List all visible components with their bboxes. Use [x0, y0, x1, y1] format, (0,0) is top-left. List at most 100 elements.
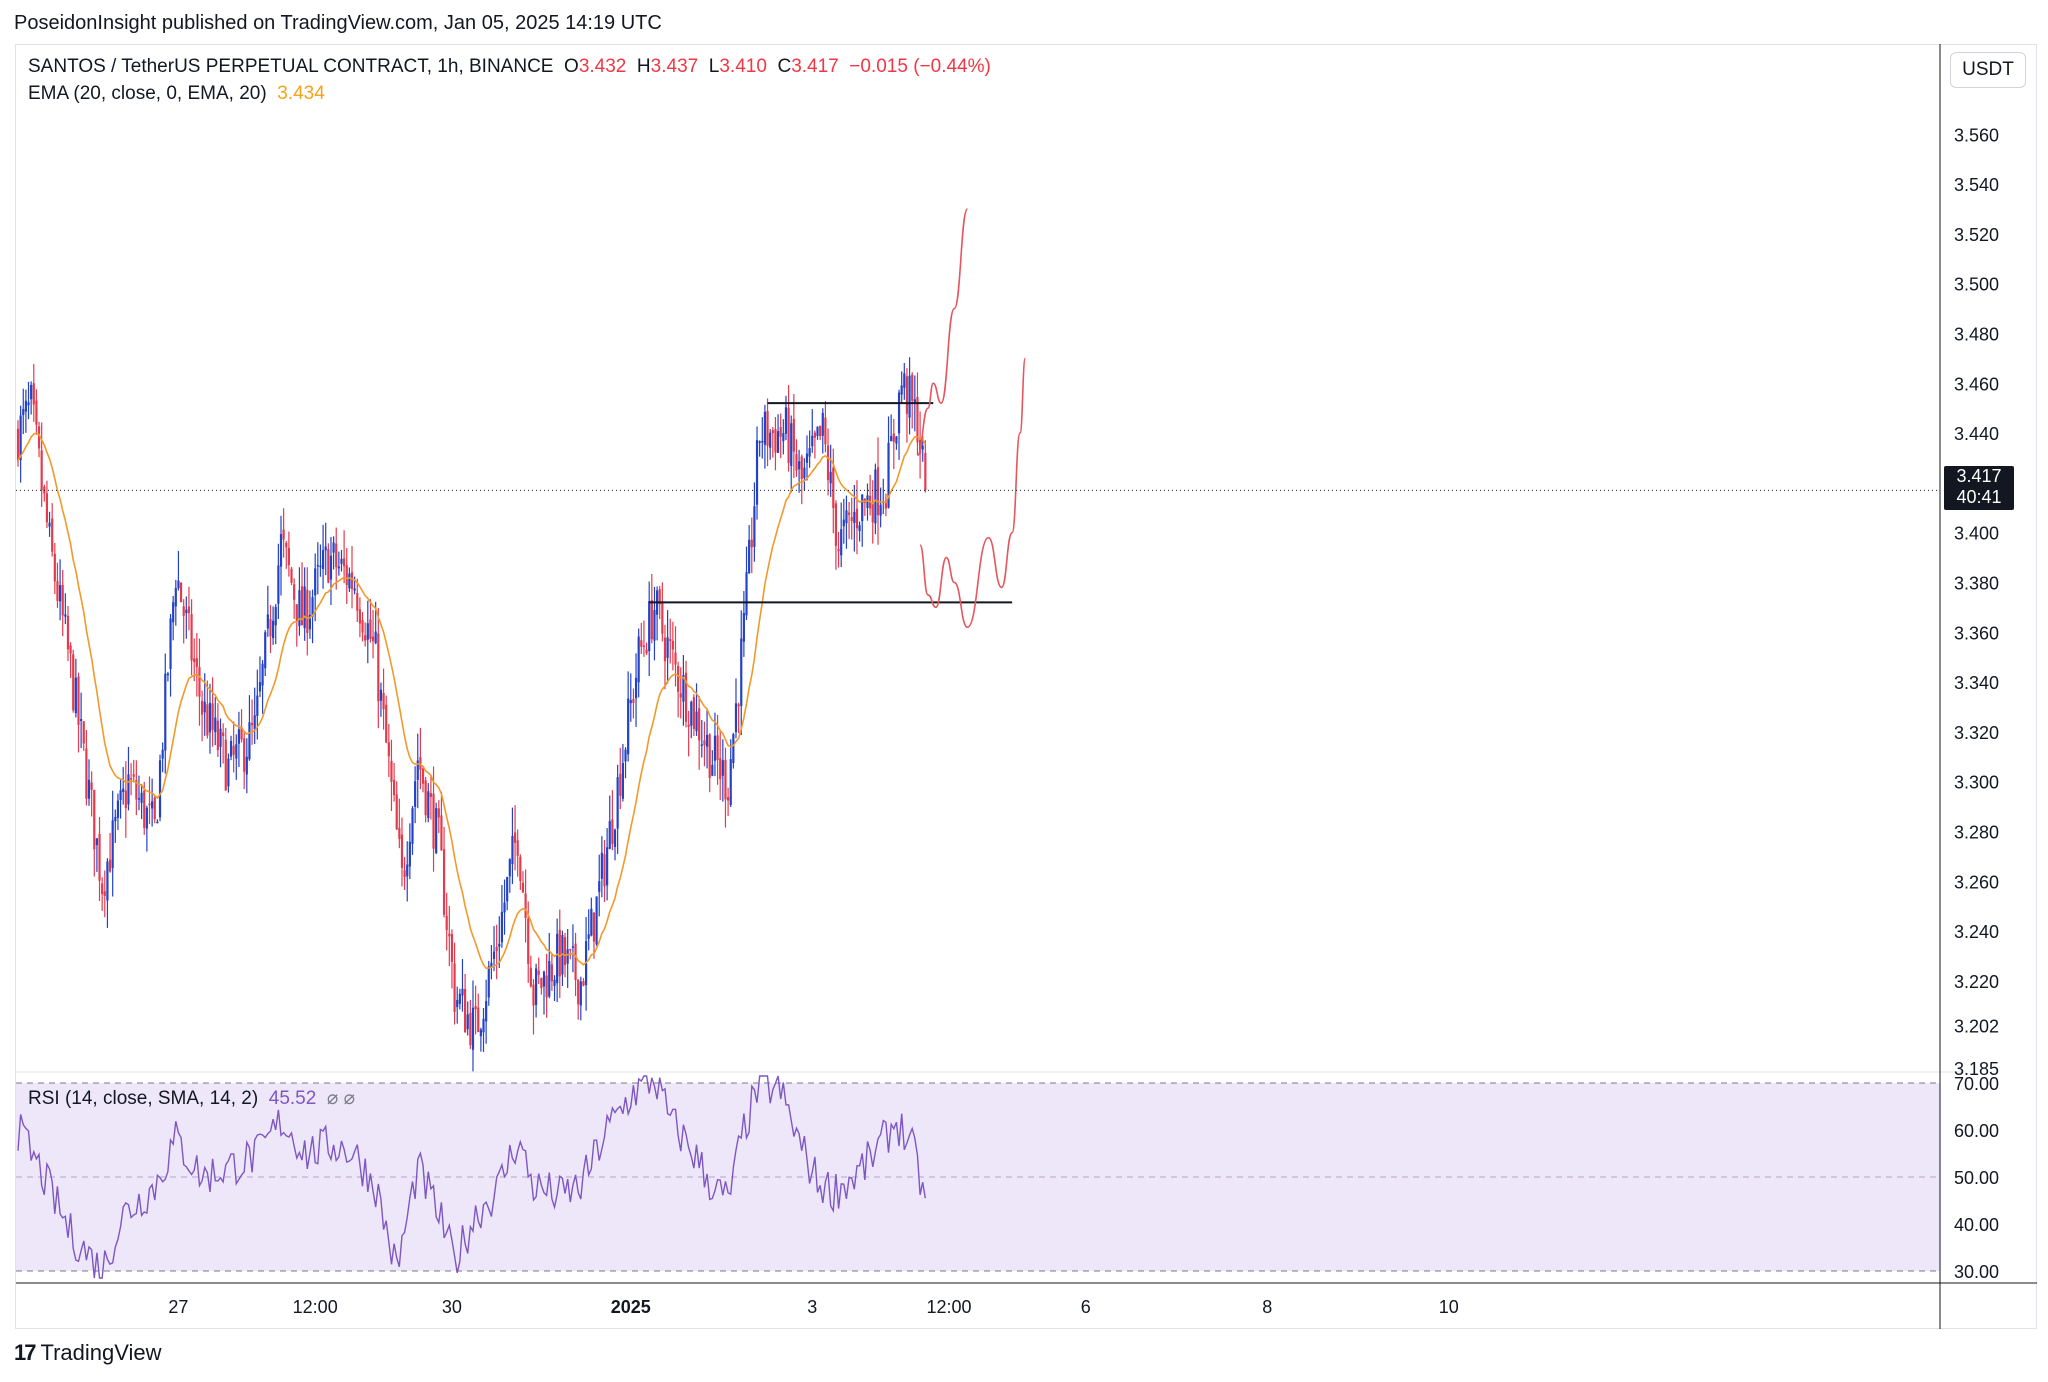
candle-body [285, 542, 288, 548]
candle-body [35, 400, 38, 425]
candle-body [82, 721, 85, 744]
candle-body [719, 758, 722, 779]
candle-body [201, 700, 204, 715]
candle-body [606, 847, 609, 886]
candle-body [611, 819, 614, 845]
candle-body [879, 504, 882, 516]
candle-body [755, 440, 759, 505]
candle-body [766, 411, 769, 446]
price-tick-label: 3.480 [1954, 324, 1999, 344]
candle-body [19, 415, 22, 461]
candle-body [111, 820, 114, 868]
candle-body [769, 432, 772, 448]
candle-body [821, 412, 824, 436]
candle-body [750, 539, 753, 548]
candle-body [264, 632, 267, 669]
rsi-value: 45.52 [268, 1088, 317, 1109]
candle-body [666, 637, 669, 659]
candle-body [592, 912, 596, 942]
currency-button[interactable]: USDT [1950, 52, 2026, 88]
candle-body [690, 701, 693, 726]
time-tick-label: 2025 [611, 1297, 651, 1317]
candle-body [69, 645, 72, 654]
candle-body [356, 592, 359, 611]
candle-body [732, 734, 735, 764]
candle-body [461, 988, 464, 996]
candle-body [540, 977, 543, 989]
candle-body [616, 777, 619, 829]
candle-body [72, 654, 75, 711]
candle-body [516, 840, 519, 856]
candle-body [303, 586, 306, 629]
candle-body [61, 584, 64, 616]
candle-body [556, 933, 559, 984]
candle-body [640, 640, 643, 647]
candle-body [800, 456, 803, 480]
candle-body [124, 790, 127, 809]
candle-body [127, 774, 130, 805]
tradingview-logo[interactable]: 17 TradingView [14, 1340, 162, 1366]
candle-body [222, 732, 225, 737]
rsi-tick-label: 50.00 [1954, 1168, 1999, 1188]
candle-body [700, 744, 703, 746]
candle-body [337, 566, 340, 569]
candle-body [248, 722, 251, 760]
candle-body [692, 697, 696, 729]
candle-body [763, 411, 767, 445]
candle-body [358, 609, 361, 624]
candle-body [753, 506, 756, 547]
candle-body [566, 949, 569, 964]
candle-body [58, 585, 62, 602]
candle-body [908, 375, 911, 418]
candle-body [506, 876, 509, 902]
rsi-tick-label: 40.00 [1954, 1215, 1999, 1235]
candle-body [658, 589, 661, 605]
candle-body [416, 760, 419, 780]
candle-body [277, 565, 280, 604]
candle-body [172, 602, 175, 623]
candle-body [437, 808, 440, 818]
candle-body [679, 693, 682, 698]
candle-body [182, 606, 185, 616]
candle-body [832, 467, 835, 508]
candle-body [619, 773, 622, 796]
candle-body [716, 735, 719, 761]
candle-body [179, 582, 183, 603]
chart-canvas[interactable]: 3.560 3.540 3.520 3.500 3.480 3.460 3.440 3.400… [0, 0, 2048, 1330]
price-tick-label: 3.280 [1954, 822, 1999, 842]
candle-body [535, 968, 538, 1005]
candle-body [834, 503, 838, 546]
candle-body [293, 584, 296, 600]
candle-body [897, 392, 901, 434]
candle-body [703, 740, 706, 746]
candle-body [321, 550, 325, 570]
candle-body [469, 1013, 472, 1046]
ema-label: EMA (20, close, 0, EMA, 20) [28, 83, 267, 104]
candle-body [442, 849, 446, 915]
candle-body [808, 448, 811, 457]
time-tick-label: 10 [1439, 1297, 1459, 1317]
candle-body [169, 618, 172, 669]
candle-body [108, 859, 112, 872]
candle-body [805, 453, 809, 463]
candle-body [558, 929, 561, 977]
candle-body [624, 749, 627, 762]
candle-body [545, 975, 548, 998]
candle-body [445, 915, 448, 931]
candle-body [642, 645, 646, 648]
candle-body [227, 758, 230, 787]
candle-body [364, 635, 367, 641]
candle-body [495, 946, 498, 952]
candle-body [850, 517, 853, 521]
candle-body [243, 738, 246, 772]
candle-body [185, 609, 188, 614]
candle-body [695, 711, 698, 732]
low-label: L [708, 56, 720, 77]
candle-body [713, 735, 717, 761]
candle-body [22, 409, 25, 416]
projection-path-2 [919, 357, 1027, 629]
time-tick-label: 12:00 [926, 1297, 971, 1317]
time-tick-label: 8 [1262, 1297, 1272, 1317]
candle-body [30, 385, 33, 400]
candle-body [798, 461, 801, 470]
